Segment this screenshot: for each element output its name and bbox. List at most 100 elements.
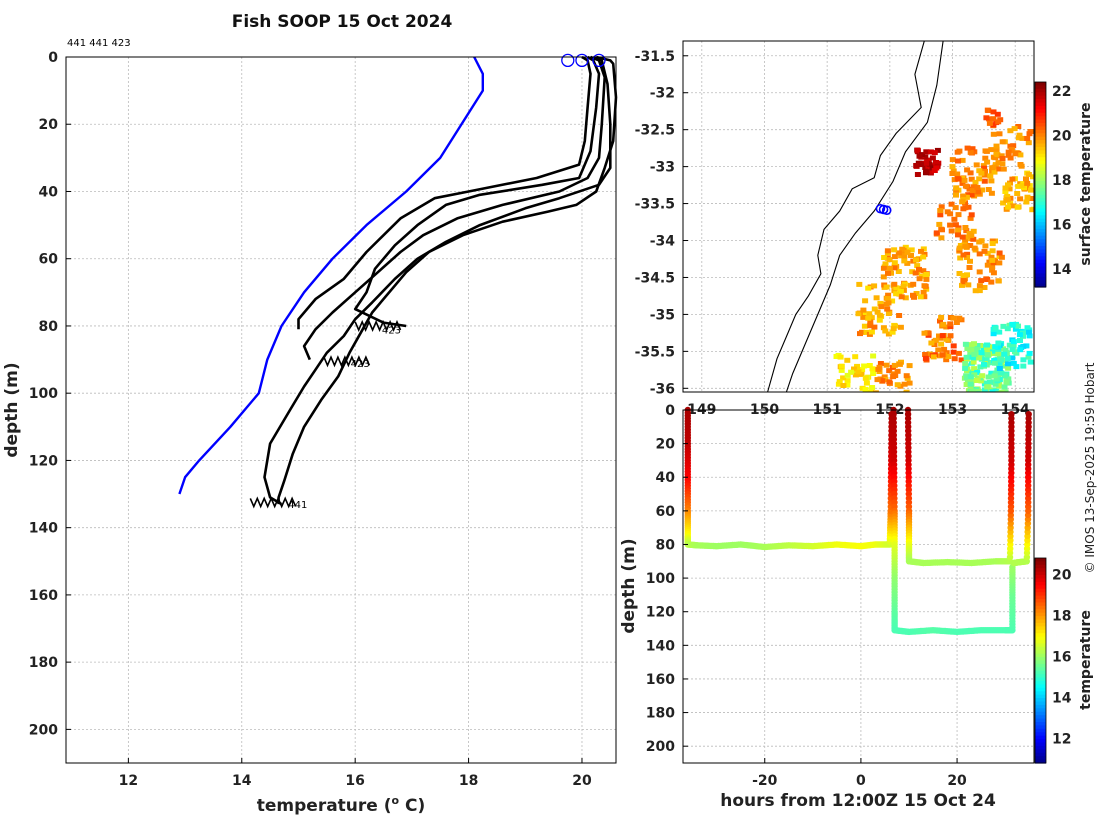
map-sst-cell (873, 295, 880, 301)
map-sst-cell (996, 366, 1003, 371)
map-sst-cell (865, 285, 872, 291)
map-sst-cell (870, 353, 877, 359)
profile-chart-title: Fish SOOP 15 Oct 2024 (232, 12, 453, 32)
map-sst-cell (973, 162, 980, 168)
map-sst-cell (943, 324, 950, 330)
map-sst-cell (967, 215, 974, 221)
map-colorbar-frame (1034, 81, 1047, 288)
map-chart: 149150151152153154-31.5-32-32.5-33-33.5-… (635, 40, 1094, 418)
map-sst-cell (971, 372, 978, 378)
profile-y-tick-label: 180 (29, 655, 58, 671)
timeseries-colorbar-segment (1035, 674, 1046, 679)
map-sst-cell (1000, 166, 1007, 172)
map-colorbar-segment (1035, 201, 1046, 206)
map-sst-cell (988, 254, 995, 260)
timeseries-colorbar-segment (1035, 667, 1046, 672)
map-sst-cell (963, 194, 970, 200)
map-sst-cell (967, 381, 974, 387)
map-sst-cell (900, 284, 907, 289)
map-sst-cell (897, 324, 904, 330)
map-sst-cell (931, 150, 938, 156)
profile-xlabel-main: temperature ( (257, 796, 392, 816)
map-sst-cell (1002, 389, 1009, 392)
profile-line-profile-1 (297, 55, 592, 330)
map-sst-cell (933, 230, 940, 236)
map-sst-cell (988, 370, 995, 376)
map-sst-cell (939, 333, 946, 339)
timeseries-colorbar-segment (1035, 657, 1046, 662)
map-sst-cell (985, 187, 992, 192)
map-colorbar-segment (1035, 232, 1046, 237)
map-sst-cell (969, 188, 976, 194)
timeseries-colorbar-segment (1035, 636, 1046, 641)
map-sst-cell (852, 354, 859, 360)
map-sst-cell (923, 149, 930, 155)
map-sst-cell (989, 267, 996, 273)
map-sst-cell (856, 281, 863, 287)
profile-line-profile-3 (302, 55, 606, 361)
map-sst-cell (921, 283, 928, 289)
map-colorbar-segment (1035, 126, 1046, 131)
map-colorbar-segment (1035, 205, 1046, 210)
map-sst-cell (947, 324, 954, 330)
map-position-marker (881, 205, 892, 216)
map-sst-cell (923, 160, 930, 166)
map-sst-cell (875, 366, 882, 372)
map-sst-cell (852, 372, 859, 378)
map-sst-cell (976, 239, 983, 245)
map-sst-cell (999, 156, 1006, 161)
timeseries-y-tick-label: 0 (665, 403, 675, 419)
map-sst-cell (976, 355, 983, 361)
profile-line-profile-5 (277, 55, 618, 505)
map-sst-cell (938, 314, 945, 320)
map-sst-cell (985, 108, 992, 113)
map-sst-cell (995, 278, 1002, 284)
map-sst-cell (975, 389, 982, 392)
map-sst-cell (989, 241, 996, 246)
map-sst-cell (903, 373, 910, 379)
map-sst-cell (877, 361, 884, 366)
timeseries-y-tick-label: 140 (646, 638, 675, 654)
map-sst-cell (872, 390, 879, 392)
map-colorbar-tick-label: 16 (1052, 218, 1071, 234)
map-sst-cell (920, 289, 927, 295)
map-sst-cell (874, 309, 881, 315)
map-sst-cell (869, 385, 876, 390)
map-sst-cell (1025, 354, 1032, 360)
map-sst-cell (917, 294, 924, 300)
map-sst-cell (996, 383, 1003, 389)
map-sst-cell (999, 161, 1006, 167)
map-sst-cell (947, 333, 954, 339)
timeseries-y-tick-label: 100 (646, 571, 675, 587)
map-sst-cell (967, 243, 974, 248)
map-sst-cell (972, 179, 979, 185)
map-sst-cell (990, 116, 997, 122)
map-colorbar-segment (1035, 259, 1046, 264)
map-sst-cell (869, 366, 876, 372)
map-sst-cell (906, 363, 913, 369)
map-sst-cell (959, 157, 966, 163)
map-sst-cell (881, 374, 888, 380)
map-sst-cell (1006, 186, 1013, 192)
map-sst-cell (1005, 149, 1012, 155)
map-sst-cell (922, 165, 929, 170)
map-colorbar-segment (1035, 252, 1046, 257)
map-sst-cell (960, 206, 967, 212)
map-sst-cell (972, 288, 979, 294)
timeseries-colorbar-segment (1035, 704, 1046, 709)
map-colorbar-segment (1035, 85, 1046, 90)
timeseries-y-tick-label: 160 (646, 672, 675, 688)
map-sst-cell (943, 357, 950, 363)
map-sst-cell (978, 350, 985, 356)
map-sst-cell (1001, 373, 1008, 379)
map-sst-cell (981, 178, 988, 184)
map-colorbar-segment (1035, 177, 1046, 182)
map-sst-cell (971, 351, 978, 357)
map-sst-cell (939, 227, 945, 233)
map-colorbar-segment (1035, 123, 1046, 128)
map-sst-cell (996, 166, 1003, 172)
map-colorbar-tick-label: 18 (1052, 173, 1071, 189)
map-sst-cell (957, 243, 964, 248)
map-lat-tick-label: -35 (650, 307, 675, 323)
map-colorbar-segment (1035, 119, 1046, 124)
